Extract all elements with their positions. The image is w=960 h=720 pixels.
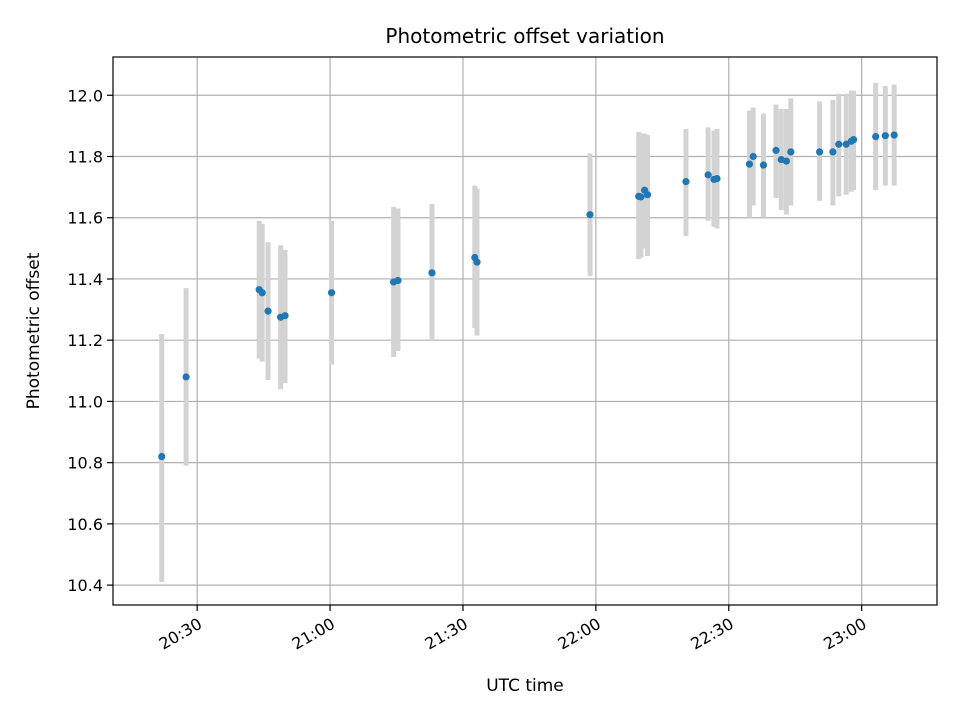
data-point <box>890 131 898 139</box>
data-point <box>682 178 690 186</box>
data-point <box>829 148 837 156</box>
data-point <box>704 171 712 179</box>
y-tick-label: 10.6 <box>67 515 103 534</box>
data-point <box>835 140 843 148</box>
data-point <box>881 132 889 140</box>
y-tick-label: 11.8 <box>67 147 103 166</box>
chart-title: Photometric offset variation <box>385 24 664 48</box>
data-point <box>849 136 858 144</box>
data-point <box>772 146 780 154</box>
data-point <box>394 276 402 285</box>
y-axis-ticks: 10.4 10.6 10.8 11.0 11.2 11.4 11.6 11.8 12.0 <box>67 86 113 595</box>
data-point <box>643 191 652 199</box>
data-point <box>182 373 190 381</box>
data-point <box>281 312 289 320</box>
data-point <box>713 174 721 183</box>
x-tick-label: 22:30 <box>687 614 736 654</box>
data-point <box>327 289 336 297</box>
x-tick-label: 22:00 <box>554 614 603 654</box>
plot-frame <box>112 56 938 606</box>
x-axis-ticks: 20:30 21:00 21:30 22:00 22:30 23:00 <box>156 605 870 654</box>
data-point <box>816 148 824 156</box>
y-tick-label: 12.0 <box>67 86 103 105</box>
x-tick-label: 21:30 <box>422 614 471 654</box>
data-point <box>787 148 795 156</box>
x-axis-title: UTC time <box>486 676 564 696</box>
grid <box>113 57 937 605</box>
data-point <box>158 452 166 461</box>
x-tick-label: 20:30 <box>156 614 205 654</box>
y-tick-label: 10.4 <box>67 576 103 595</box>
x-tick-label: 21:00 <box>289 614 338 654</box>
y-tick-label: 11.0 <box>67 392 103 411</box>
data-point <box>586 211 594 219</box>
y-tick-label: 11.6 <box>67 209 103 228</box>
y-tick-label: 11.4 <box>67 270 103 289</box>
data-point <box>264 307 272 315</box>
data-point <box>759 161 768 169</box>
y-axis-title: Photometric offset <box>24 252 44 409</box>
data-point <box>428 269 436 277</box>
data-point <box>782 157 790 165</box>
data-point <box>258 289 266 297</box>
data-point <box>473 258 481 266</box>
data-point <box>749 152 757 161</box>
y-tick-label: 11.2 <box>67 331 103 350</box>
y-tick-label: 10.8 <box>67 454 103 473</box>
data-point <box>637 193 645 201</box>
data-point <box>872 132 880 141</box>
x-tick-label: 23:00 <box>820 614 869 654</box>
data-points <box>158 131 898 461</box>
data-point <box>745 160 754 168</box>
